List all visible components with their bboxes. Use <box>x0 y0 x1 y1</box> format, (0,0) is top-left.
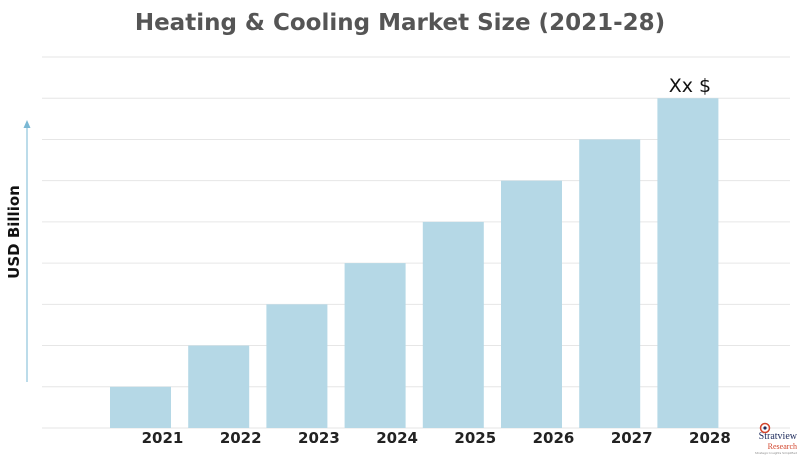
x-tick-label-2023: 2023 <box>298 429 340 447</box>
bar-2028 <box>657 98 719 428</box>
x-tick-label-2028: 2028 <box>689 429 731 447</box>
stratview-logo: Stratview Research Strategic Insights Si… <box>733 422 797 456</box>
x-tick-label-2021: 2021 <box>142 429 184 447</box>
bars <box>110 98 719 428</box>
bar-2026 <box>501 180 562 428</box>
y-axis-arrow-icon <box>23 120 31 382</box>
logo-globe-icon <box>759 422 771 434</box>
labels: 2021 2022 2023 2024 2025 2026 2027 2028 Xx $ <box>142 75 731 447</box>
x-tick-label-2027: 2027 <box>611 429 653 447</box>
x-tick-label-2025: 2025 <box>454 429 496 447</box>
x-tick-label-2022: 2022 <box>220 429 262 447</box>
bar-2023 <box>266 304 328 428</box>
x-tick-label-2024: 2024 <box>376 429 418 447</box>
bar-2025 <box>422 221 484 428</box>
bar-2024 <box>344 263 406 428</box>
logo-tagline: Strategic Insights Simplified <box>754 451 797 455</box>
logo-brand-line2: Research <box>767 442 797 451</box>
bar-2022 <box>188 345 250 428</box>
bar-2027 <box>579 139 641 428</box>
x-tick-label-2026: 2026 <box>533 429 575 447</box>
bar-2021 <box>110 386 171 428</box>
logo-brand-line1: Stratview <box>758 431 797 442</box>
chart-title: Heating & Cooling Market Size (2021-28) <box>134 10 666 36</box>
data-label-2028: Xx $ <box>669 75 711 97</box>
